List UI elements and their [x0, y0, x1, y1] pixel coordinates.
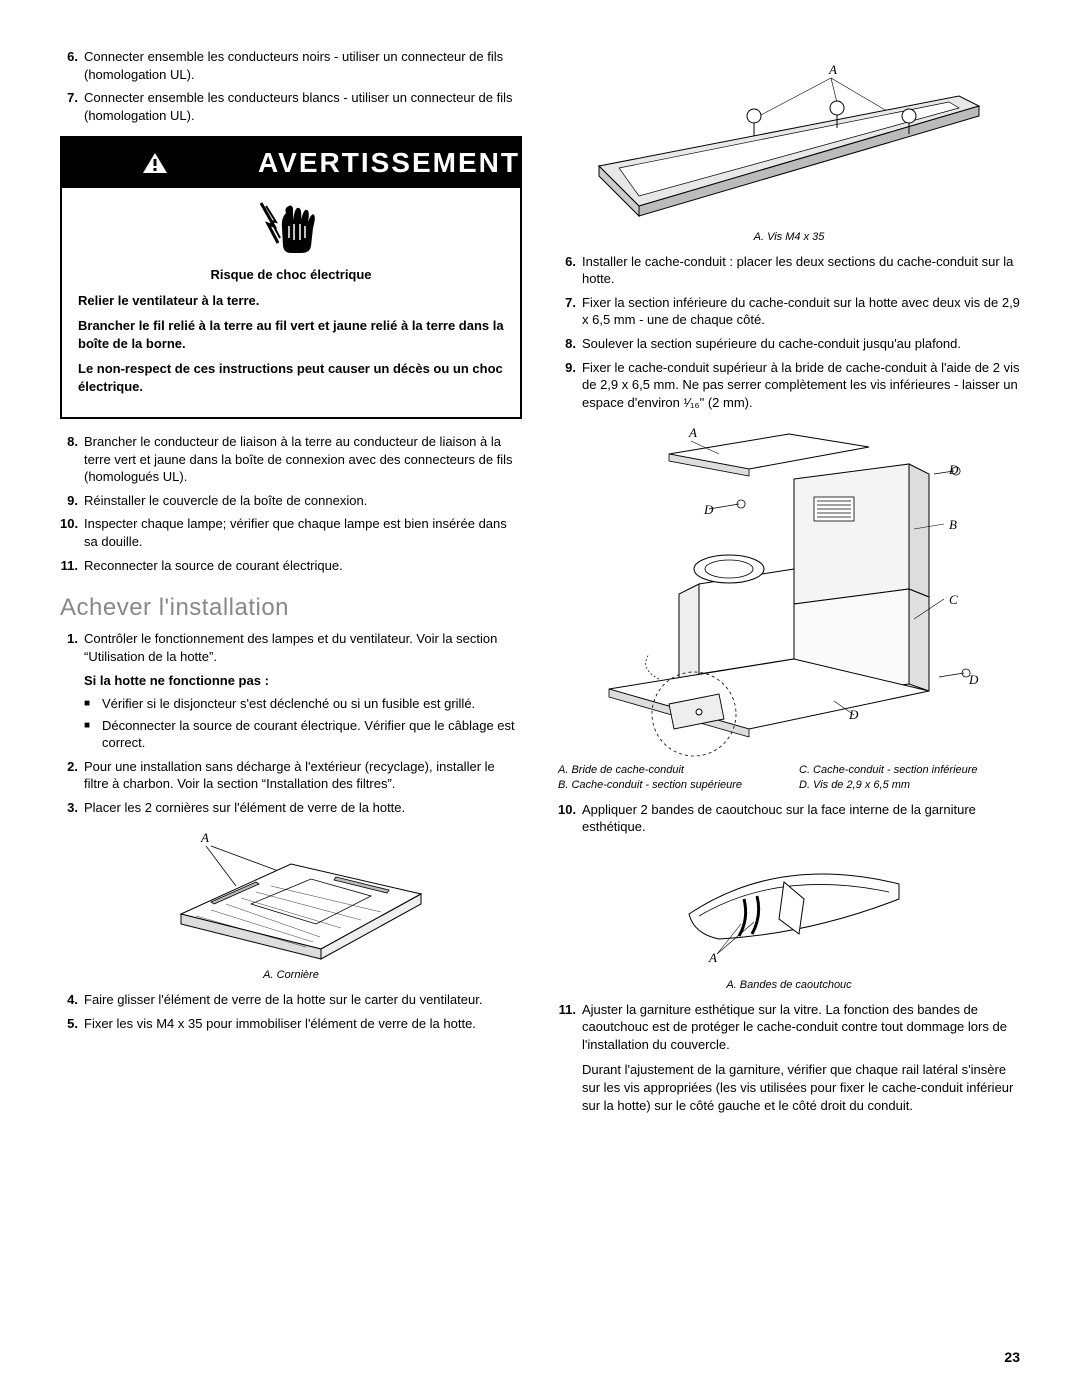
warn-line: Brancher le fil relié à la terre au fil … [78, 317, 504, 352]
warn-line: Risque de choc électrique [78, 266, 504, 284]
step-num: 9. [558, 359, 582, 412]
step-text: Inspecter chaque lampe; vérifier que cha… [84, 515, 522, 550]
steps-list: 2.Pour une installation sans décharge à … [60, 758, 522, 817]
warning-box: AVERTISSEMENT Risque de choc électrique … [60, 136, 522, 419]
figure-caption: A. Vis M4 x 35 [558, 230, 1020, 245]
step-text: Brancher le conducteur de liaison à la t… [84, 433, 522, 486]
right-column: A A. Vis M4 x 35 6.Installer [558, 48, 1020, 1114]
steps-list: 4.Faire glisser l'élément de verre de la… [60, 991, 522, 1032]
steps-list: 11.Ajuster la garniture esthétique sur l… [558, 1001, 1020, 1054]
figure-caption: A. Cornière [60, 968, 522, 983]
fig-label: B [949, 517, 957, 532]
step-num: 8. [60, 433, 84, 486]
step-text: Fixer les vis M4 x 35 pour immobiliser l… [84, 1015, 522, 1033]
left-column: 6.Connecter ensemble les conducteurs noi… [60, 48, 522, 1114]
step-text: Connecter ensemble les conducteurs noirs… [84, 48, 522, 83]
step-num: 6. [558, 253, 582, 288]
step-text: Pour une installation sans décharge à l'… [84, 758, 522, 793]
step-text: Fixer la section inférieure du cache-con… [582, 294, 1020, 329]
figure-caption: A. Bandes de caoutchouc [558, 978, 1020, 993]
warning-body: Risque de choc électrique Relier le vent… [62, 258, 520, 417]
fig-label: C [949, 592, 958, 607]
step-text: Appliquer 2 bandes de caoutchouc sur la … [582, 801, 1020, 836]
steps-list: 8.Brancher le conducteur de liaison à la… [60, 433, 522, 574]
step-num: 8. [558, 335, 582, 353]
bullet-icon: ■ [84, 717, 102, 752]
step-num: 2. [60, 758, 84, 793]
step-num: 3. [60, 799, 84, 817]
fig-label: A [688, 425, 697, 440]
caption-item: C. Cache-conduit - section inférieure [799, 763, 1020, 778]
steps-list: 10.Appliquer 2 bandes de caoutchouc sur … [558, 801, 1020, 836]
step-text: Soulever la section supérieure du cache-… [582, 335, 1020, 353]
bullet-icon: ■ [84, 695, 102, 713]
bullet-list: ■Vérifier si le disjoncteur s'est déclen… [60, 695, 522, 752]
warning-triangle-icon [142, 152, 168, 174]
step-num: 10. [60, 515, 84, 550]
shock-hand-icon [256, 198, 326, 258]
section-heading: Achever l'installation [60, 592, 522, 624]
step-text: Réinstaller le couvercle de la boîte de … [84, 492, 522, 510]
step-num: 4. [60, 991, 84, 1009]
caption-item: A. Bride de cache-conduit [558, 763, 779, 778]
step-num: 9. [60, 492, 84, 510]
step-num: 11. [558, 1001, 582, 1054]
figure-screws-top: A A. Vis M4 x 35 [558, 56, 1020, 245]
step-num: 11. [60, 557, 84, 575]
steps-list: 6.Connecter ensemble les conducteurs noi… [60, 48, 522, 124]
figure-corniere: A A. Cornière [60, 824, 522, 983]
warning-title: AVERTISSEMENT [258, 144, 520, 182]
paragraph: Durant l'ajustement de la garniture, vér… [558, 1061, 1020, 1114]
warn-line: Le non-respect de ces instructions peut … [78, 360, 504, 395]
step-num: 7. [60, 89, 84, 124]
fig-label: D [703, 502, 714, 517]
caption-item: B. Cache-conduit - section supérieure [558, 778, 779, 793]
shock-icon-row [62, 188, 520, 258]
fig-label: A [708, 950, 717, 965]
step-text: Reconnecter la source de courant électri… [84, 557, 522, 575]
step-text: Placer les 2 cornières sur l'élément de … [84, 799, 522, 817]
fig-label: A [200, 830, 209, 845]
step-num: 5. [60, 1015, 84, 1033]
figure-chimney: A D D B C D D [558, 419, 1020, 793]
sub-heading: Si la hotte ne fonctionne pas : [60, 672, 522, 690]
step-num: 6. [60, 48, 84, 83]
fig-label: A [828, 62, 837, 77]
step-text: Ajuster la garniture esthétique sur la v… [582, 1001, 1020, 1054]
figure-caption-cols: A. Bride de cache-conduit B. Cache-condu… [558, 763, 1020, 793]
steps-list: 6.Installer le cache-conduit : placer le… [558, 253, 1020, 411]
steps-list: 1.Contrôler le fonctionnement des lampes… [60, 630, 522, 665]
caption-item: D. Vis de 2,9 x 6,5 mm [799, 778, 1020, 793]
step-text: Fixer le cache-conduit supérieur à la br… [582, 359, 1020, 412]
warning-header: AVERTISSEMENT [62, 138, 520, 188]
step-text: Connecter ensemble les conducteurs blanc… [84, 89, 522, 124]
bullet-text: Vérifier si le disjoncteur s'est déclenc… [102, 695, 522, 713]
figure-rubber-strips: A A. Bandes de caoutchouc [558, 844, 1020, 993]
warn-line: Relier le ventilateur à la terre. [78, 292, 504, 310]
step-num: 1. [60, 630, 84, 665]
step-text: Contrôler le fonctionnement des lampes e… [84, 630, 522, 665]
step-text: Installer le cache-conduit : placer les … [582, 253, 1020, 288]
page-number: 23 [1004, 1348, 1020, 1367]
bullet-text: Déconnecter la source de courant électri… [102, 717, 522, 752]
step-text: Faire glisser l'élément de verre de la h… [84, 991, 522, 1009]
step-num: 7. [558, 294, 582, 329]
step-num: 10. [558, 801, 582, 836]
